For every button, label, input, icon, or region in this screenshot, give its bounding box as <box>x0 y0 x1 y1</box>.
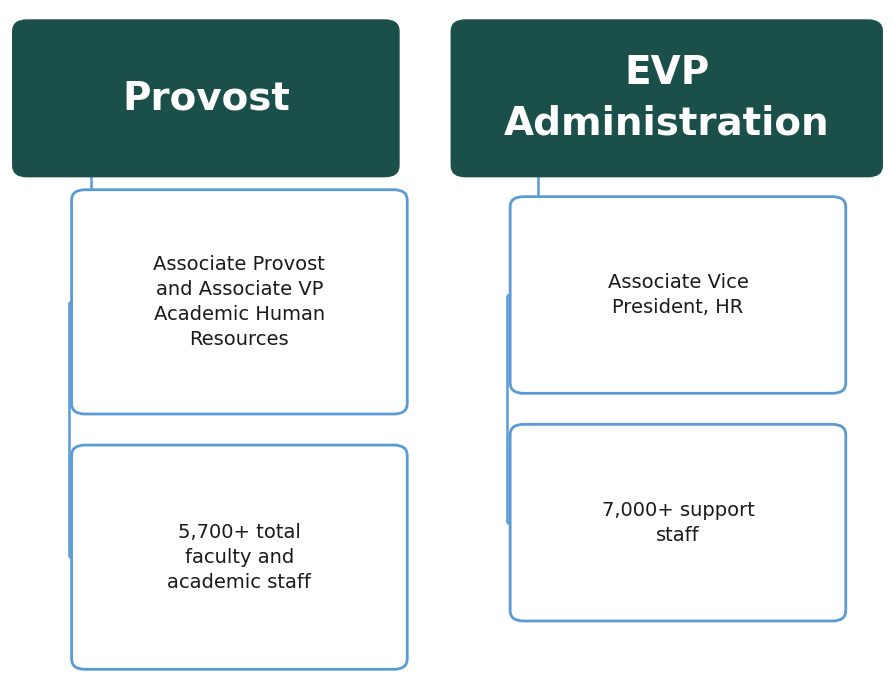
FancyBboxPatch shape <box>72 190 407 414</box>
Text: 7,000+ support
staff: 7,000+ support staff <box>601 501 754 544</box>
FancyBboxPatch shape <box>13 21 398 176</box>
FancyBboxPatch shape <box>72 445 407 669</box>
Text: Associate Provost
and Associate VP
Academic Human
Resources: Associate Provost and Associate VP Acade… <box>153 255 325 349</box>
FancyBboxPatch shape <box>451 21 881 176</box>
Text: Associate Vice
President, HR: Associate Vice President, HR <box>607 273 747 317</box>
FancyBboxPatch shape <box>510 424 845 621</box>
FancyBboxPatch shape <box>510 197 845 393</box>
Text: EVP
Administration: EVP Administration <box>503 55 829 142</box>
Text: 5,700+ total
faculty and
academic staff: 5,700+ total faculty and academic staff <box>167 523 311 591</box>
Text: Provost: Provost <box>122 79 290 117</box>
